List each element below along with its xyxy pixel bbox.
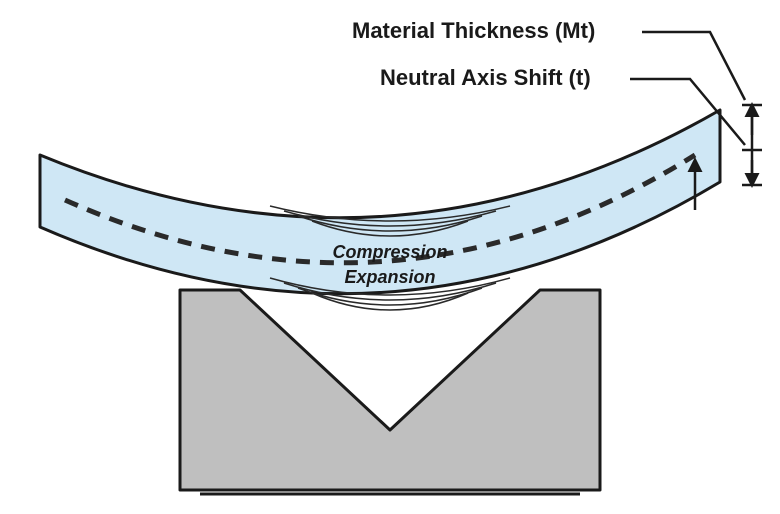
v-die-block (180, 290, 600, 490)
material-thickness-label: Material Thickness (Mt) (352, 18, 595, 43)
compression-label: Compression (332, 242, 447, 262)
neutral-axis-shift-label: Neutral Axis Shift (t) (380, 65, 591, 90)
expansion-label: Expansion (344, 267, 435, 287)
material-thickness-leader (642, 32, 745, 100)
